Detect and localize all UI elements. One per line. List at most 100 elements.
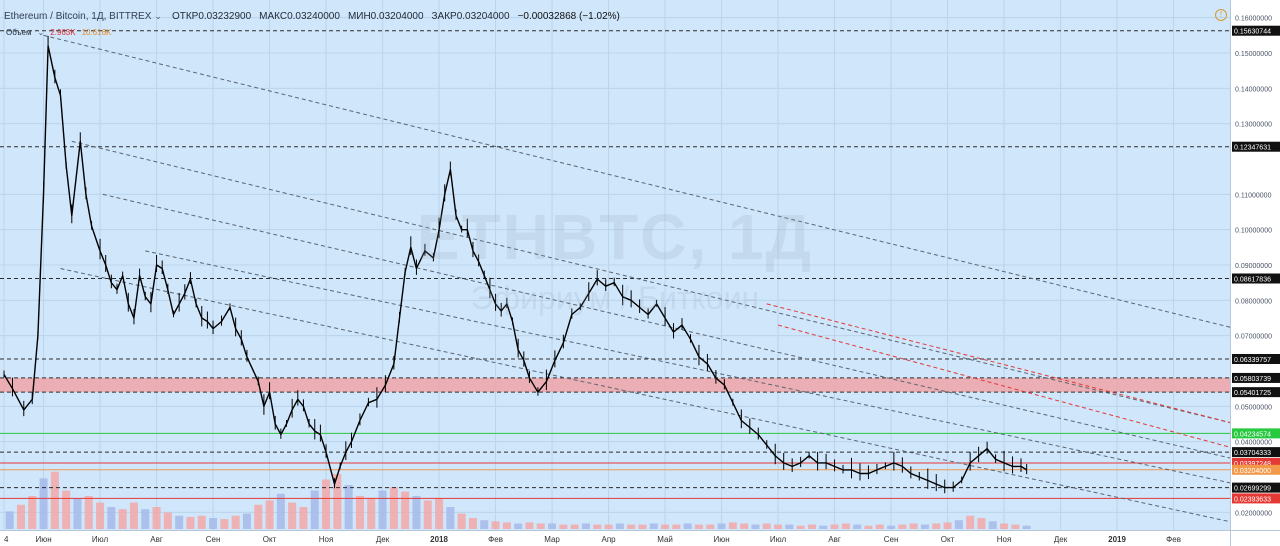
volume-bar <box>163 512 172 529</box>
price-marker-box <box>1232 493 1280 504</box>
volume-bar <box>751 524 760 529</box>
volume-bar <box>141 509 150 529</box>
volume-bar <box>457 513 466 529</box>
volume-bar <box>435 498 444 529</box>
volume-bar <box>423 500 432 529</box>
price-tick-label: 0.05000000 <box>1235 404 1272 411</box>
volume-bar <box>638 524 647 529</box>
time-tick-label: Июн <box>713 535 729 544</box>
price-marker-label: 0.02393633 <box>1234 496 1271 503</box>
volume-legend[interactable]: Объем ⌄ 2.963K 10.616K <box>6 26 111 38</box>
price-marker-label: 0.02699299 <box>1234 486 1271 493</box>
price-tick-label: 0.08000000 <box>1235 298 1272 305</box>
price-tick-label: 0.13000000 <box>1235 122 1272 129</box>
volume-bar <box>548 523 557 529</box>
volume-bar <box>197 515 206 529</box>
volume-bar <box>740 523 749 529</box>
price-axis[interactable]: 0.16000000 0.15000000 0.14000000 0.13000000… <box>1230 0 1280 530</box>
volume-bar <box>502 522 511 529</box>
horizontal-price-lines[interactable] <box>0 30 1230 499</box>
price-line <box>3 45 1028 489</box>
volume-bar <box>220 519 229 529</box>
volume-label: Объем <box>6 27 32 37</box>
volume-bar <box>796 525 805 529</box>
volume-bar <box>322 479 331 529</box>
volume-bar <box>242 513 251 529</box>
trendline <box>777 324 1236 450</box>
volume-bars <box>5 471 1031 529</box>
volume-bar <box>175 515 184 529</box>
symbol-header: Ethereum / Bitcoin, 1Д, BITTREX ⌄ ОТКР0.… <box>4 8 620 24</box>
price-marker-label: 0.03204000 <box>1234 468 1271 475</box>
volume-bar <box>706 524 715 529</box>
volume-bar <box>84 496 93 529</box>
trendline <box>145 250 1236 485</box>
volume-bar <box>717 523 726 529</box>
time-tick-label: Июл <box>770 535 787 544</box>
volume-bar <box>96 502 105 529</box>
volume-bar <box>28 496 37 529</box>
volume-bar <box>909 523 918 529</box>
high-value: МАКС0.03240000 <box>259 10 340 22</box>
volume-bar <box>333 474 342 529</box>
trendlines[interactable] <box>43 34 1236 524</box>
price-marker-label: 0.12347631 <box>1234 145 1271 152</box>
chart-canvas[interactable] <box>0 0 1236 530</box>
volume-bar <box>344 485 353 529</box>
volume-bar <box>1011 524 1020 529</box>
volume-bar <box>920 524 929 529</box>
price-marker-label: 0.15630744 <box>1234 29 1271 36</box>
volume-bar <box>5 511 14 529</box>
volume-bar <box>988 521 997 529</box>
volume-bar <box>1000 523 1009 529</box>
volume-bar <box>231 515 240 529</box>
time-tick-label: Авг <box>828 535 841 544</box>
price-marker-label: 0.06339757 <box>1234 357 1271 364</box>
price-axis-canvas[interactable]: 0.16000000 0.15000000 0.14000000 0.13000000… <box>1231 0 1280 530</box>
volume-bar <box>186 516 195 529</box>
time-tick-label: Ноя <box>997 535 1012 544</box>
volume-bar <box>491 521 500 529</box>
volume-bar <box>480 520 489 529</box>
chart-plot-area[interactable] <box>0 0 1236 530</box>
volume-bar <box>16 504 25 529</box>
clock-icon[interactable]: ! <box>1215 9 1227 21</box>
volume-bar <box>276 493 285 529</box>
volume-bar <box>954 520 963 529</box>
price-tick-label: 0.07000000 <box>1235 334 1272 341</box>
symbol-label: Ethereum / Bitcoin, 1Д, BITTREX <box>4 10 152 22</box>
volume-bar <box>966 515 975 529</box>
time-axis-canvas[interactable]: 4 Июн Июл Авг Сен Окт Ноя Дек 2018 Фев Мар Апр Май Ию… <box>0 531 1230 546</box>
volume-bar <box>299 507 308 529</box>
volume-bar <box>615 523 624 529</box>
time-tick-label: Фев <box>1166 535 1181 544</box>
price-tick-label: 0.10000000 <box>1235 228 1272 235</box>
price-tick-label: 0.09000000 <box>1235 263 1272 270</box>
volume-bar <box>774 524 783 529</box>
time-tick-label: Сен <box>206 535 221 544</box>
price-tick-label: 0.04000000 <box>1235 440 1272 447</box>
volume-bar <box>254 504 263 529</box>
volume-bar <box>514 523 523 529</box>
symbol-selector[interactable]: Ethereum / Bitcoin, 1Д, BITTREX ⌄ <box>4 11 162 22</box>
volume-bar <box>649 523 658 529</box>
volume-bar <box>864 525 873 529</box>
volume-bar <box>107 507 116 529</box>
price-marker-label: 0.03397248 <box>1234 461 1271 468</box>
volume-bar <box>807 524 816 529</box>
volume-bar <box>819 525 828 529</box>
volume-bar <box>559 524 568 529</box>
chevron-down-icon: ⌄ <box>37 27 45 37</box>
price-marker-label: 0.08617836 <box>1234 277 1271 284</box>
volume-value-1: 2.963K <box>50 27 76 37</box>
low-value: МИН0.03204000 <box>347 10 424 22</box>
price-marker-label: 0.03704333 <box>1234 450 1271 457</box>
time-tick-label: Июн <box>35 535 51 544</box>
trendline <box>102 193 1236 460</box>
price-marker-label: 0.05401725 <box>1234 390 1271 397</box>
price-tick-label: 0.14000000 <box>1235 86 1272 93</box>
time-axis[interactable]: 4 Июн Июл Авг Сен Окт Ноя Дек 2018 Фев Мар Апр Май Ию… <box>0 530 1230 546</box>
trendline <box>71 140 1236 425</box>
volume-bar <box>785 524 794 529</box>
